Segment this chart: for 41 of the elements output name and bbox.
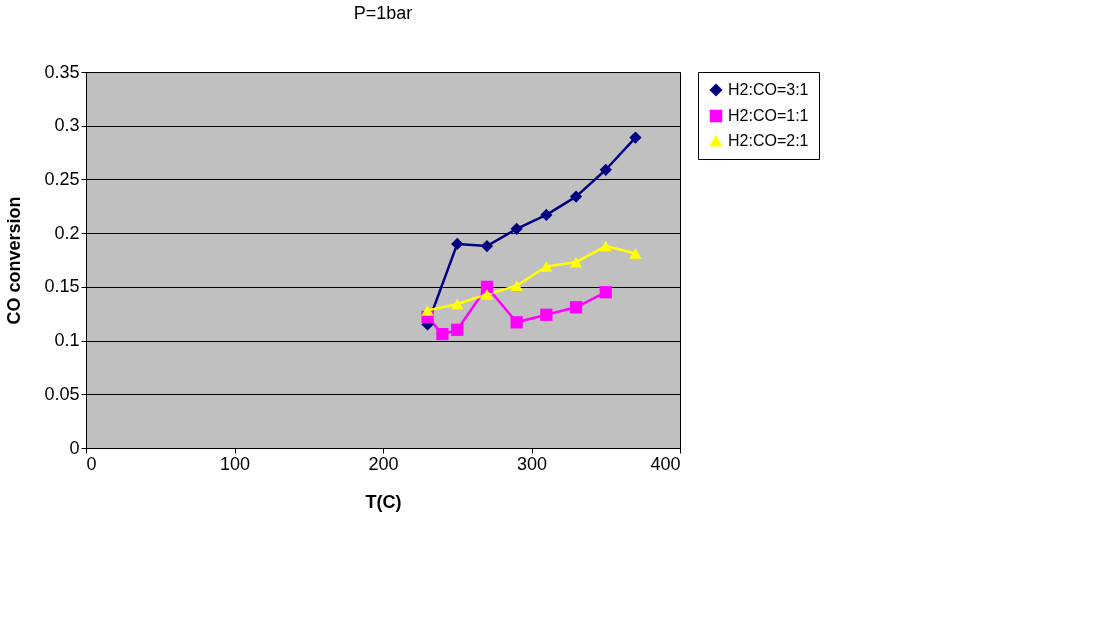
point <box>480 289 494 300</box>
y-tick-label: 0.15 <box>44 276 80 297</box>
x-tick-label: 100 <box>219 453 251 474</box>
point <box>480 239 494 253</box>
x-tick-label: 400 <box>650 453 681 474</box>
y-tick-label: 0.25 <box>44 168 80 189</box>
point <box>436 328 449 341</box>
chart-title: P=1bar <box>353 3 413 23</box>
point <box>540 261 553 272</box>
point <box>510 316 523 329</box>
y-tick-label: 0.05 <box>44 383 80 404</box>
point <box>540 308 553 321</box>
x-tick-label: 0 <box>86 453 97 474</box>
point <box>421 305 434 316</box>
x-axis-title: T(C) <box>365 491 402 512</box>
point <box>599 240 612 252</box>
point <box>569 301 583 314</box>
y-tick-label: 0.35 <box>44 61 80 82</box>
point <box>451 237 464 251</box>
point <box>451 323 464 336</box>
legend-label: H2:CO=1:1 <box>728 107 809 124</box>
point <box>599 163 612 176</box>
y-tick-label: 0 <box>69 437 80 458</box>
point <box>569 256 583 268</box>
point <box>480 280 494 293</box>
point <box>629 248 642 259</box>
point <box>599 286 612 299</box>
point <box>569 190 583 203</box>
legend-label: H2:CO=3:1 <box>728 81 809 98</box>
legend-label: H2:CO=2:1 <box>728 132 809 149</box>
point <box>629 131 642 144</box>
y-tick-label: 0.3 <box>54 115 80 136</box>
y-tick-label: 0.1 <box>54 330 80 351</box>
x-tick-label: 200 <box>368 453 399 474</box>
point <box>510 222 523 235</box>
point <box>451 298 464 310</box>
y-tick-label: 0.2 <box>54 222 80 243</box>
y-axis-title: CO conversion <box>4 196 25 325</box>
x-tick-label: 300 <box>516 453 548 474</box>
point <box>510 280 523 292</box>
point <box>540 208 553 221</box>
